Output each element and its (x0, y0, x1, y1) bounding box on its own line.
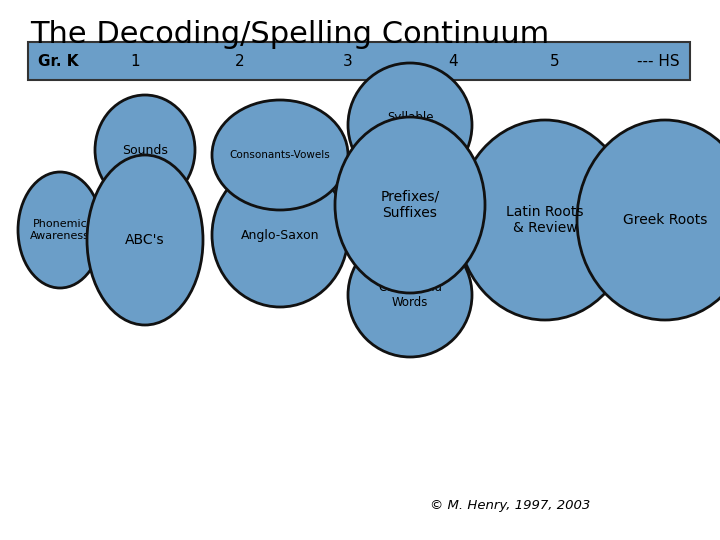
Ellipse shape (348, 63, 472, 187)
Ellipse shape (87, 155, 203, 325)
Text: ABC's: ABC's (125, 233, 165, 247)
Text: --- HS: --- HS (636, 53, 679, 69)
Text: 3: 3 (343, 53, 353, 69)
Text: Greek Roots: Greek Roots (623, 213, 707, 227)
Text: Phonemic
Awareness: Phonemic Awareness (30, 219, 90, 241)
Ellipse shape (348, 233, 472, 357)
Text: Gr. K: Gr. K (38, 53, 78, 69)
Text: 5: 5 (550, 53, 560, 69)
Ellipse shape (95, 95, 195, 205)
Ellipse shape (577, 120, 720, 320)
Ellipse shape (457, 120, 633, 320)
Ellipse shape (335, 117, 485, 293)
Text: The Decoding/Spelling Continuum: The Decoding/Spelling Continuum (30, 20, 549, 49)
FancyBboxPatch shape (28, 42, 690, 80)
Text: 4: 4 (448, 53, 458, 69)
Text: Compound
Words: Compound Words (378, 281, 442, 309)
Text: Sounds: Sounds (122, 144, 168, 157)
Ellipse shape (212, 163, 348, 307)
Text: Syllable
Patterns: Syllable Patterns (386, 111, 434, 139)
Text: Prefixes/
Suffixes: Prefixes/ Suffixes (380, 190, 440, 220)
Text: Latin Roots
& Review: Latin Roots & Review (506, 205, 584, 235)
Text: © M. Henry, 1997, 2003: © M. Henry, 1997, 2003 (430, 499, 590, 512)
Text: Consonants-Vowels: Consonants-Vowels (230, 150, 330, 160)
Text: 2: 2 (235, 53, 245, 69)
Text: Anglo-Saxon: Anglo-Saxon (240, 228, 319, 241)
Ellipse shape (18, 172, 102, 288)
Ellipse shape (212, 100, 348, 210)
Text: 1: 1 (130, 53, 140, 69)
